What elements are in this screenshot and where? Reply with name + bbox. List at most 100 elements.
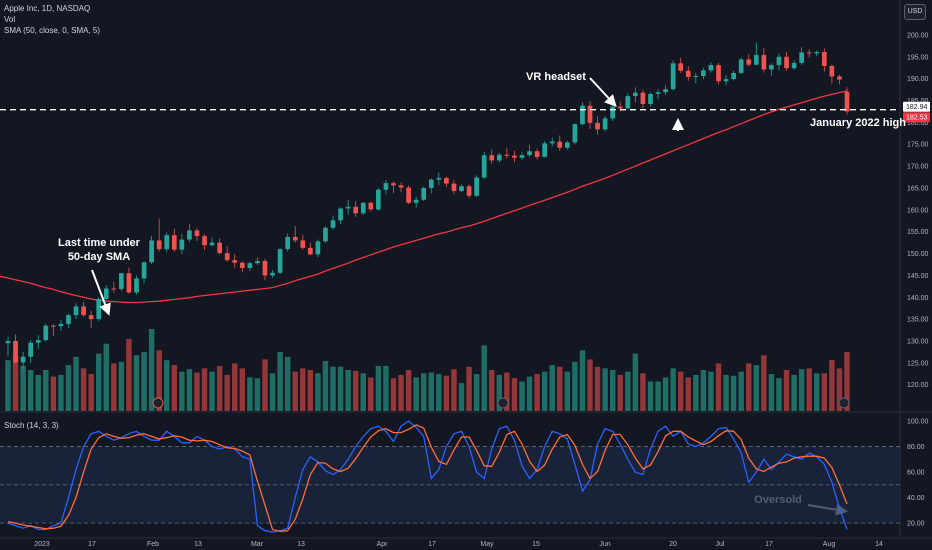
candle-body xyxy=(156,240,162,250)
candle xyxy=(232,253,238,268)
candle-body xyxy=(806,52,812,54)
candle xyxy=(111,281,117,293)
volume-bar xyxy=(549,365,555,411)
candle-body xyxy=(512,155,517,158)
candle-body xyxy=(247,263,253,268)
sma-50-line xyxy=(0,90,848,304)
volume-bar xyxy=(194,372,200,411)
candle xyxy=(723,75,729,86)
last-time-arrow xyxy=(91,269,111,316)
candle xyxy=(844,87,850,115)
candle-body xyxy=(224,253,230,261)
candle xyxy=(391,181,396,194)
price-tick-label: 130.00 xyxy=(907,338,929,345)
candle xyxy=(187,223,192,242)
volume-bar xyxy=(814,373,820,411)
time-tick-label: Feb xyxy=(147,541,159,548)
candle xyxy=(708,62,714,73)
price-tick-label: 170.00 xyxy=(907,164,929,171)
candle xyxy=(481,152,487,180)
candle-body xyxy=(557,141,563,148)
candle-body xyxy=(829,65,835,77)
stoch-tick-label: 20.00 xyxy=(907,521,925,528)
candle-body xyxy=(595,122,600,130)
candle xyxy=(821,48,827,72)
candle xyxy=(255,257,260,265)
candle-body xyxy=(58,323,64,327)
candle-body xyxy=(194,230,200,237)
candle-body xyxy=(428,179,434,188)
volume-bar xyxy=(27,370,34,411)
price-tick-label: 125.00 xyxy=(907,360,929,367)
candle-body xyxy=(277,249,283,273)
volume-bar xyxy=(88,374,94,411)
time-tick-label: 15 xyxy=(532,541,540,548)
candle xyxy=(81,302,86,317)
candle xyxy=(171,228,177,252)
candle-body xyxy=(292,236,298,241)
volume-bar xyxy=(360,373,366,411)
candle xyxy=(534,148,540,160)
candle xyxy=(814,50,820,57)
event-marker-icon xyxy=(152,397,164,409)
volume-bar xyxy=(186,369,193,411)
price-tick-label: 200.00 xyxy=(907,32,929,39)
time-tick-label: Jul xyxy=(716,541,725,548)
volume-bar xyxy=(708,371,714,411)
candle xyxy=(738,57,744,74)
candle xyxy=(799,47,804,65)
candle xyxy=(602,115,608,132)
volume-bar xyxy=(730,375,737,411)
volume-bar xyxy=(572,361,578,411)
candle xyxy=(580,102,585,126)
candle xyxy=(564,140,570,150)
stoch-tick-label: 100.00 xyxy=(907,419,929,426)
candle xyxy=(436,172,442,186)
candle-body xyxy=(844,91,850,112)
currency-button[interactable]: USD xyxy=(904,4,926,20)
candle-body xyxy=(617,106,623,109)
candle-body xyxy=(323,227,328,242)
volume-bar xyxy=(594,366,601,411)
candle-body xyxy=(451,183,457,192)
volume-legend[interactable]: Vol xyxy=(4,15,16,24)
volume-bar xyxy=(662,377,669,411)
volume-bar xyxy=(458,383,465,411)
volume-bar xyxy=(693,374,699,411)
price-tick-label: 155.00 xyxy=(907,229,929,236)
candle xyxy=(746,54,752,67)
time-tick-label: May xyxy=(480,541,494,548)
candle xyxy=(247,261,253,272)
candle xyxy=(103,285,109,300)
volume-bar xyxy=(564,371,571,411)
candle-body xyxy=(376,189,381,210)
candle xyxy=(20,351,26,369)
volume-bar xyxy=(677,371,684,411)
candle xyxy=(398,182,404,193)
candle-body xyxy=(262,260,268,276)
price-tick-label: 140.00 xyxy=(907,295,929,302)
volume-bar xyxy=(768,374,775,411)
candle xyxy=(376,187,381,211)
candle-body xyxy=(821,51,827,66)
candle-body xyxy=(81,306,86,316)
candle xyxy=(149,236,154,265)
candle xyxy=(806,49,812,58)
last-time-annotation-line2: 50-day SMA xyxy=(68,251,130,263)
candle xyxy=(300,234,306,251)
volume-bar xyxy=(836,368,843,411)
symbol-legend[interactable]: Apple Inc, 1D, NASDAQ xyxy=(4,4,91,13)
sma-legend[interactable]: SMA (50, close, 0, SMA, 5) xyxy=(4,26,101,35)
candle-body xyxy=(126,273,132,293)
candle xyxy=(769,63,774,76)
candle xyxy=(527,144,532,157)
stoch-legend[interactable]: Stoch (14, 3, 3) xyxy=(4,421,59,430)
candle xyxy=(655,89,661,100)
candle-body xyxy=(51,325,56,327)
candle xyxy=(496,152,502,163)
candle xyxy=(776,53,782,71)
volume-bar xyxy=(519,381,525,411)
volume-bar xyxy=(209,371,215,411)
volume-bar xyxy=(337,366,344,411)
